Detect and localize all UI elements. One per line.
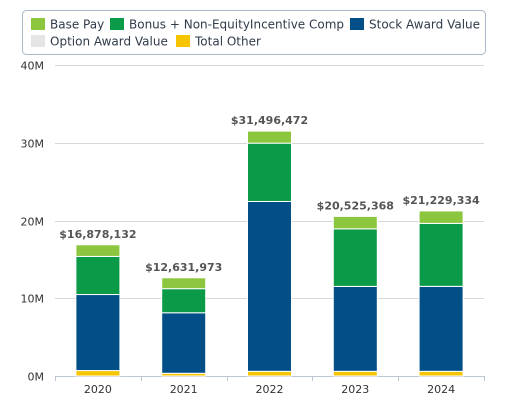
y-tick-label: 40M [21,60,45,73]
total-label-2023: $20,525,368 [317,199,394,212]
legend-swatch-bonus-non-equityincentive-comp[interactable] [110,18,124,30]
y-tick-label: 30M [21,138,45,151]
total-label-2024: $21,229,334 [402,194,480,207]
legend-box [22,10,486,55]
x-tick-label-2023: 2023 [341,383,369,396]
legend-label[interactable]: Base Pay [50,18,104,32]
legend-swatch-total-other[interactable] [176,35,190,47]
legend-label[interactable]: Stock Award Value [369,18,480,32]
bar-segment-bonus-non-equityincentive-comp-2022[interactable] [247,142,292,202]
y-tick-label: 10M [21,293,45,306]
bar-segment-base-pay-2022[interactable] [247,130,292,144]
legend-label[interactable]: Option Award Value [50,35,168,49]
bar-segment-total-other-2024[interactable] [418,370,464,377]
bar-segment-bonus-non-equityincentive-comp-2021[interactable] [161,288,207,314]
bar-segment-base-pay-2023[interactable] [332,215,378,230]
y-tick-label: 0M [28,371,45,384]
bar-segment-stock-award-value-2023[interactable] [332,285,378,372]
total-label-2022: $31,496,472 [231,114,308,127]
bar-segment-bonus-non-equityincentive-comp-2020[interactable] [75,255,121,296]
bar-segment-bonus-non-equityincentive-comp-2024[interactable] [418,222,464,287]
total-label-2021: $12,631,973 [145,261,222,274]
bar-segment-stock-award-value-2021[interactable] [161,312,207,374]
labels: 0M 10M 20M 30M 40M $16,878,132 2020 $12,631,973… [21,60,481,397]
x-tick-label-2024: 2024 [427,383,455,396]
bar-segment-total-other-2022[interactable] [247,370,292,377]
bar-segment-stock-award-value-2022[interactable] [247,200,292,372]
y-tick-label: 20M [21,216,45,229]
x-tick-label-2022: 2022 [256,383,284,396]
bar-segment-total-other-2020[interactable] [75,370,121,377]
legend-label[interactable]: Bonus + Non-EquityIncentive Comp [129,18,344,32]
legend-label[interactable]: Total Other [194,35,261,49]
legend-swatch-stock-award-value[interactable] [350,18,364,30]
bar-segment-base-pay-2020[interactable] [75,244,121,257]
bar-segment-stock-award-value-2024[interactable] [418,285,464,372]
bar-segment-base-pay-2021[interactable] [161,277,207,290]
x-tick-label-2020: 2020 [84,383,112,396]
legend-swatch-option-award-value[interactable] [31,35,45,47]
bar-segment-base-pay-2024[interactable] [418,210,464,224]
bar-segment-bonus-non-equityincentive-comp-2023[interactable] [332,228,378,287]
x-tick-label-2021: 2021 [170,383,198,396]
total-label-2020: $16,878,132 [59,228,136,241]
bar-segment-stock-award-value-2020[interactable] [75,294,121,372]
bars [75,130,464,377]
bar-segment-total-other-2023[interactable] [332,370,378,377]
legend: Base Pay Bonus + Non-EquityIncentive Comp… [22,10,486,55]
legend-swatch-base-pay[interactable] [31,18,45,30]
